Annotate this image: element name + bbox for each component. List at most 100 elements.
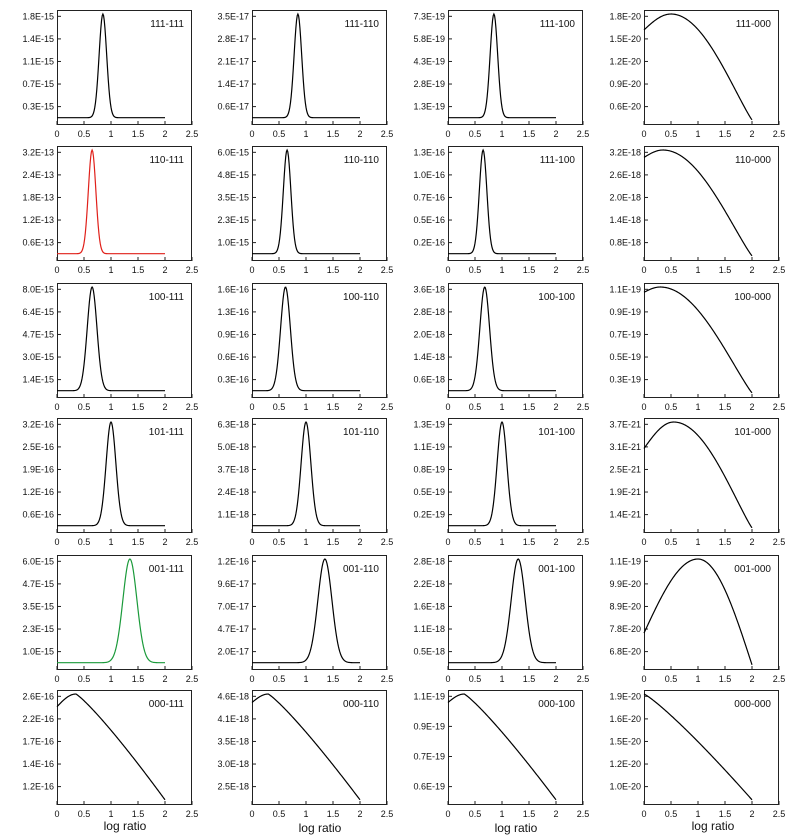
panel-label: 000-111 <box>149 699 185 710</box>
x-tick-label: 0 <box>641 265 646 275</box>
x-tick-label: 1 <box>695 809 700 819</box>
y-tick-label: 0.6E-17 <box>217 102 249 112</box>
x-tick-label: 0 <box>641 402 646 412</box>
y-tick-label: 1.9E-21 <box>609 487 641 497</box>
x-tick-label: 1.5 <box>719 809 732 819</box>
y-tick-label: 4.1E-18 <box>217 714 249 724</box>
x-tick-label: 2.5 <box>773 537 786 547</box>
panel-label: 001-110 <box>343 564 379 575</box>
x-tick-label: 2 <box>162 809 167 819</box>
x-tick-label: 2 <box>357 537 362 547</box>
x-tick-label: 1 <box>108 129 113 139</box>
x-tick-label: 1.5 <box>523 809 536 819</box>
panel-label: 101-100 <box>538 427 575 438</box>
x-tick-label: 1.5 <box>132 129 145 139</box>
series-line <box>643 286 753 394</box>
plot-frame <box>644 283 779 398</box>
y-tick-label: 2.8E-19 <box>413 79 445 89</box>
plot-frame <box>57 146 192 261</box>
y-tick-label: 0.9E-19 <box>609 307 641 317</box>
x-tick-label: 1.5 <box>719 537 732 547</box>
x-tick-label: 2.5 <box>381 809 394 819</box>
x-tick-label: 2 <box>162 129 167 139</box>
chart-panel-100-110: 1.6E-16 1.3E-16 0.9E-16 0.6E-16 0.3E-16 0 0.5 1… <box>217 283 393 412</box>
x-tick-label: 0.5 <box>665 402 678 412</box>
y-tick-label: 1.6E-18 <box>413 601 445 611</box>
y-tick-label: 1.1E-18 <box>217 510 249 520</box>
panel-label: 101-000 <box>734 427 771 438</box>
x-tick-label: 1 <box>499 674 504 684</box>
y-tick-label: 0.2E-19 <box>413 510 445 520</box>
panel-label: 000-100 <box>538 699 575 710</box>
x-tick-label: 2.5 <box>773 129 786 139</box>
panel-label: 100-000 <box>734 292 771 303</box>
x-tick-label: 0 <box>249 402 254 412</box>
y-tick-label: 0.5E-18 <box>413 647 445 657</box>
plot-frame <box>57 10 192 125</box>
x-tick-label: 0.5 <box>665 674 678 684</box>
y-tick-label: 1.2E-20 <box>609 759 641 769</box>
y-tick-label: 0.6E-16 <box>22 510 54 520</box>
series-line <box>643 13 753 121</box>
x-tick-label: 2.5 <box>577 265 590 275</box>
panel-label: 111-110 <box>345 19 380 30</box>
x-tick-label: 0 <box>445 809 450 819</box>
y-tick-label: 1.1E-19 <box>413 691 445 701</box>
x-tick-label: 2.5 <box>381 402 394 412</box>
y-tick-label: 0.7E-19 <box>609 329 641 339</box>
plot-frame <box>644 418 779 533</box>
chart-panel-111-110: 3.5E-17 2.8E-17 2.1E-17 1.4E-17 0.6E-17 0 0.5 1… <box>217 10 393 139</box>
x-tick-label: 2.5 <box>186 674 199 684</box>
y-tick-label: 7.3E-19 <box>413 11 445 21</box>
y-tick-label: 1.0E-16 <box>413 170 445 180</box>
chart-panel-000-111: 2.6E-16 2.2E-16 1.7E-16 1.4E-16 1.2E-16 0 0.5 1… <box>22 690 198 819</box>
y-tick-label: 1.1E-18 <box>413 624 445 634</box>
y-tick-label: 6.0E-15 <box>22 556 54 566</box>
series-line <box>448 420 556 527</box>
x-tick-label: 2.5 <box>773 402 786 412</box>
y-tick-label: 0.8E-19 <box>413 464 445 474</box>
plot-frame <box>252 690 387 805</box>
y-tick-label: 4.6E-18 <box>217 691 249 701</box>
panel-label: 000-110 <box>343 699 379 710</box>
plot-frame <box>448 10 583 125</box>
y-tick-label: 1.4E-21 <box>609 510 641 520</box>
x-tick-label: 0 <box>54 402 59 412</box>
x-tick-label: 1 <box>108 809 113 819</box>
y-tick-label: 3.5E-15 <box>22 601 54 611</box>
x-tick-label: 0.5 <box>469 402 482 412</box>
y-tick-label: 0.8E-18 <box>609 238 641 248</box>
y-tick-label: 4.3E-19 <box>413 56 445 66</box>
x-tick-label: 1 <box>303 129 308 139</box>
chart-panel-000-100: 1.1E-19 0.9E-19 0.7E-19 0.6E-19 0 0.5 1 1.5 2 2.5… <box>413 690 589 819</box>
x-tick-label: 2.5 <box>381 265 394 275</box>
chart-panel-100-111: 8.0E-15 6.4E-15 4.7E-15 3.0E-15 1.4E-15 0 0.5 1… <box>22 283 198 412</box>
x-tick-label: 2 <box>749 402 754 412</box>
x-tick-label: 1 <box>499 265 504 275</box>
x-tick-label: 1.5 <box>132 265 145 275</box>
y-tick-label: 3.2E-13 <box>22 147 54 157</box>
series-line <box>57 285 165 392</box>
chart-panel-001-000: 1.1E-19 9.9E-20 8.9E-20 7.8E-20 6.8E-20 0 0.5 1… <box>609 555 785 684</box>
x-tick-label: 1 <box>303 537 308 547</box>
y-tick-label: 6.3E-18 <box>217 419 249 429</box>
series-line <box>251 693 361 801</box>
y-tick-label: 2.3E-15 <box>22 624 54 634</box>
series-line <box>252 148 360 255</box>
x-tick-label: 0 <box>445 402 450 412</box>
x-tick-label: 1 <box>695 402 700 412</box>
y-tick-label: 0.7E-19 <box>413 752 445 762</box>
plot-frame <box>252 146 387 261</box>
x-tick-label: 0.5 <box>78 402 91 412</box>
y-tick-label: 2.4E-18 <box>217 487 249 497</box>
plot-frame <box>644 690 779 805</box>
series-line <box>252 286 360 392</box>
x-tick-label: 2 <box>553 537 558 547</box>
x-tick-label: 0 <box>641 537 646 547</box>
x-tick-label: 2.5 <box>186 265 199 275</box>
chart-panel-100-000: 1.1E-19 0.9E-19 0.7E-19 0.5E-19 0.3E-19 0 0.5 1… <box>609 283 785 412</box>
y-tick-label: 3.7E-21 <box>609 419 641 429</box>
y-tick-label: 2.2E-18 <box>413 579 445 589</box>
series-line <box>643 149 753 257</box>
y-tick-label: 1.4E-17 <box>217 79 249 89</box>
